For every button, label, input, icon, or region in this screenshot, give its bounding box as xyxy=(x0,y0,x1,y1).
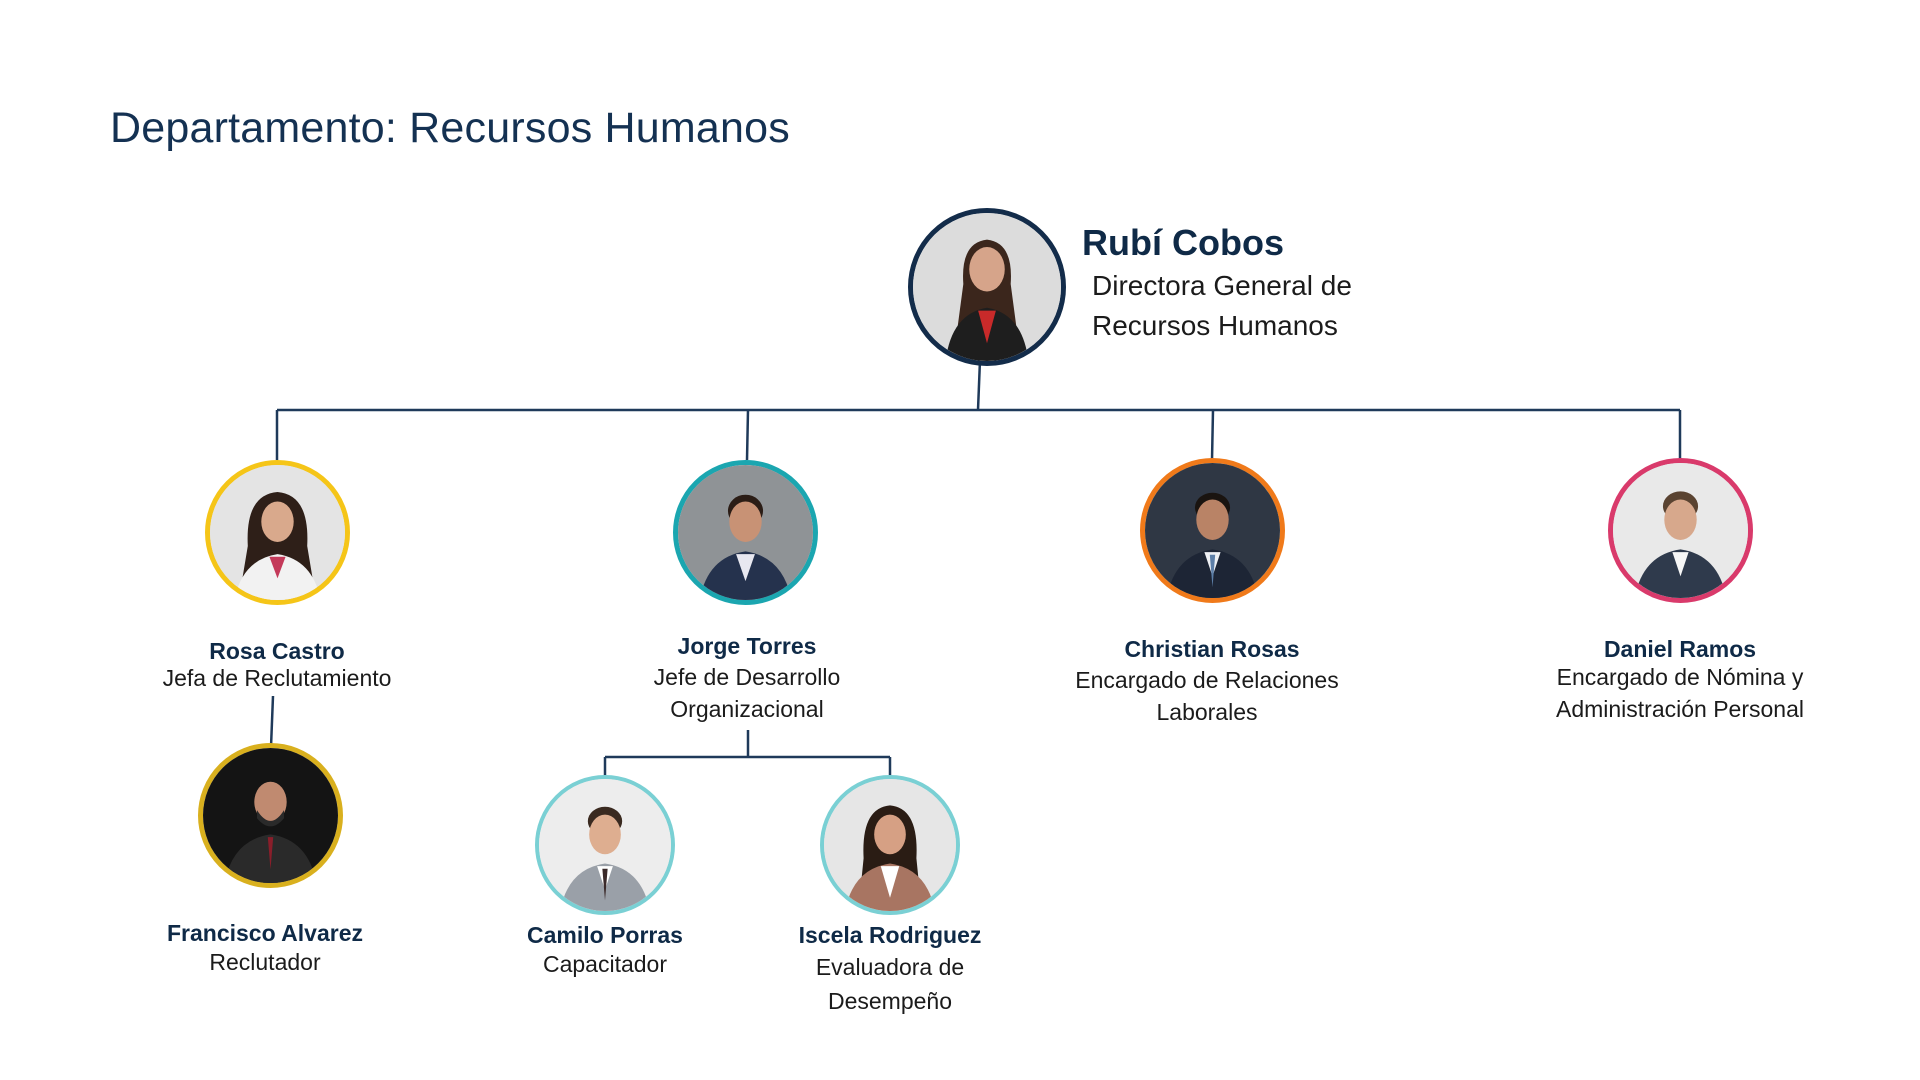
connector-rosa-francisco xyxy=(269,695,275,748)
staff-role-francisco-alvarez: Reclutador xyxy=(209,949,321,975)
staff-name-iscela-rodriguez: Iscela Rodriguez xyxy=(798,922,982,948)
manager-role-christian-rosas: Encargado de Relaciones Laborales xyxy=(1075,667,1339,725)
avatar-francisco-alvarez xyxy=(198,743,343,888)
avatar-rosa-castro xyxy=(205,460,350,605)
manager-name-daniel-ramos: Daniel Ramos xyxy=(1603,636,1757,662)
avatar-rubi-cobos xyxy=(908,208,1066,366)
avatar-jorge-torres xyxy=(673,460,818,605)
manager-role-rosa-castro: Jefa de Reclutamiento xyxy=(162,665,392,691)
staff-name-camilo-porras: Camilo Porras xyxy=(527,922,683,948)
staff-role-camilo-porras: Capacitador xyxy=(542,951,668,977)
avatar-iscela-rodriguez xyxy=(820,775,960,915)
page-title: Departamento: Recursos Humanos xyxy=(110,104,790,152)
connector-to-christian xyxy=(1210,409,1215,461)
connector-to-jorge xyxy=(745,409,750,461)
avatar-christian-rosas xyxy=(1140,458,1285,603)
manager-name-rosa-castro: Rosa Castro xyxy=(209,638,345,664)
manager-name-jorge-torres: Jorge Torres xyxy=(677,633,817,659)
avatar-daniel-ramos xyxy=(1608,458,1753,603)
avatar-camilo-porras xyxy=(535,775,675,915)
manager-name-christian-rosas: Christian Rosas xyxy=(1124,636,1300,662)
staff-name-francisco-alvarez: Francisco Alvarez xyxy=(166,920,364,946)
manager-role-jorge-torres: Jefe de Desarrollo Organizacional xyxy=(653,664,841,722)
manager-role-daniel-ramos: Encargado de Nómina y Administración Per… xyxy=(1555,664,1804,722)
staff-role-iscela-rodriguez: Evaluadora de Desempeño xyxy=(815,954,965,1014)
director-name: Rubí Cobos xyxy=(1082,222,1284,263)
connector-director-down xyxy=(976,359,982,411)
director-role: Directora General de Recursos Humanos xyxy=(1092,270,1352,341)
